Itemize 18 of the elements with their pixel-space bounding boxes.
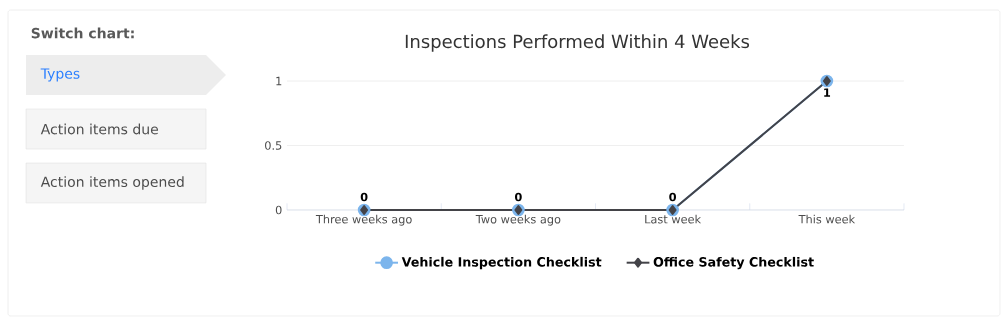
data-label: 1: [824, 88, 831, 97]
chart-title: Inspections Performed Within 4 Weeks: [405, 34, 750, 52]
x-tick-label: This week: [798, 214, 856, 224]
x-tick-label: Three weeks ago: [315, 214, 412, 226]
legend-label: Office Safety Checklist: [653, 256, 814, 270]
data-label: 0: [669, 192, 677, 202]
x-tick-label: Last week: [645, 214, 702, 224]
data-label: 0: [514, 192, 522, 202]
legend-label: Vehicle Inspection Checklist: [401, 256, 602, 270]
text: Action items opened: [40, 176, 184, 190]
text: Switch chart:: [31, 27, 134, 39]
y-tick-label: 1: [276, 76, 282, 86]
data-label: 0: [360, 192, 368, 202]
y-tick-label: 0: [275, 205, 282, 215]
x-tick-label: Two weeks ago: [475, 214, 561, 226]
text: Types: [40, 68, 80, 82]
text: Action items due: [40, 123, 159, 135]
y-tick-label: 0.5: [265, 141, 282, 150]
